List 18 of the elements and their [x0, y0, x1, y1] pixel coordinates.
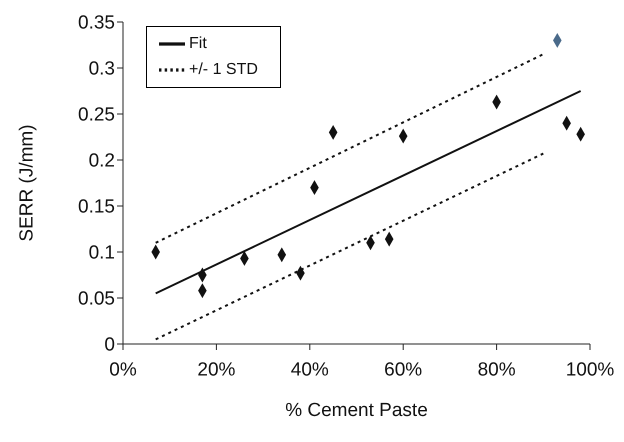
x-tick-label: 20% — [197, 359, 236, 380]
y-axis-title: SERR (J/mm) — [16, 124, 38, 242]
y-tick-label: 0.3 — [88, 58, 115, 80]
x-tick-label: 0% — [109, 359, 137, 380]
x-tick-label: 60% — [384, 359, 422, 380]
x-tick-label: 80% — [478, 359, 516, 380]
y-tick-label: 0.05 — [78, 288, 115, 310]
y-tick-label: 0.35 — [78, 12, 115, 34]
legend-label: Fit — [189, 35, 207, 52]
x-tick-label: 100% — [566, 359, 614, 380]
y-tick-label: 0.25 — [78, 104, 115, 126]
legend-label: +/- 1 STD — [189, 61, 258, 78]
y-tick-label: 0.2 — [88, 150, 115, 172]
x-axis-title: % Cement Paste — [285, 400, 428, 421]
y-tick-label: 0 — [104, 334, 115, 356]
x-tick-label: 40% — [290, 359, 329, 380]
y-tick-label: 0.1 — [88, 242, 115, 264]
y-tick-label: 0.15 — [78, 196, 115, 218]
